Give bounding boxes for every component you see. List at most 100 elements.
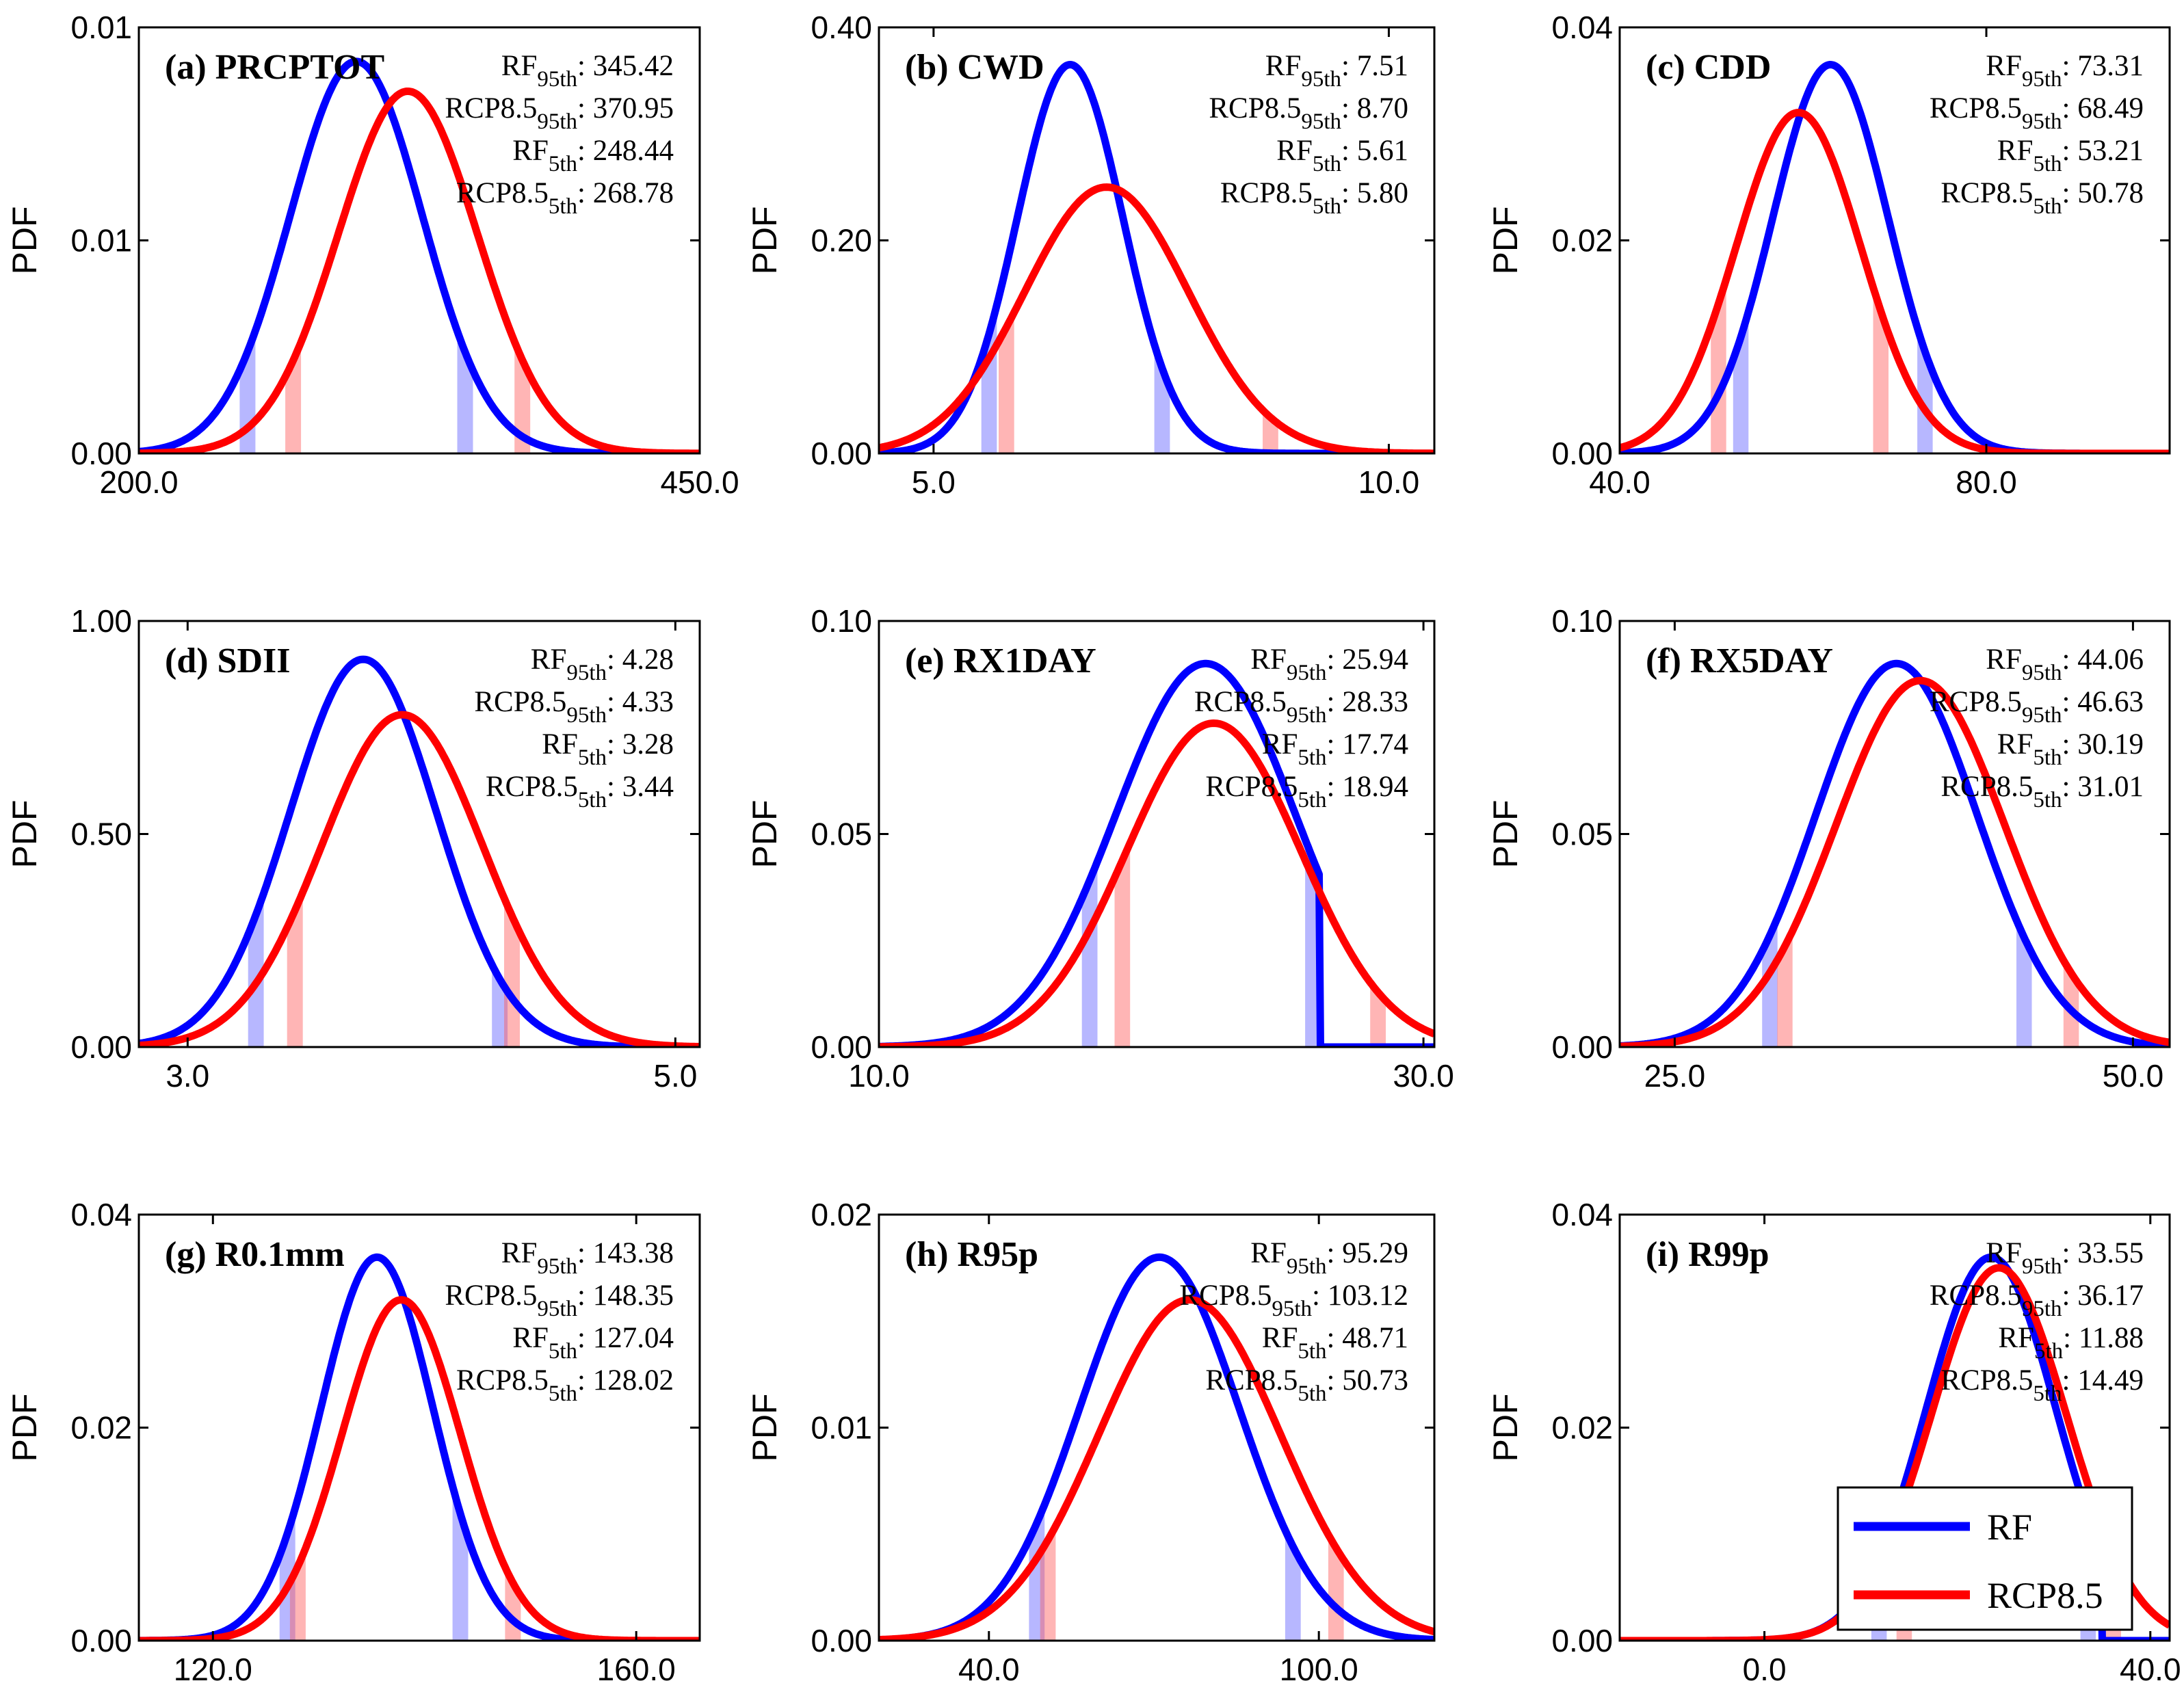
y-tick-label: 0.00: [811, 1029, 872, 1065]
panel-h: 0.00 0.01 0.02 40.0 100.0 PDF (h) R95p RF95th: …: [746, 1197, 1436, 1687]
rf-p5-band: [1081, 861, 1098, 1047]
rcp85-p95-band: [504, 898, 520, 1047]
rcp85-p5-band: [289, 1548, 306, 1641]
y-tick-label: 0.01: [70, 10, 132, 45]
rcp85-curve: [1620, 109, 2170, 453]
y-tick-label: 0.01: [70, 223, 132, 259]
rf-p95-band: [1154, 344, 1170, 453]
x-tick-label: 5.0: [653, 1058, 697, 1094]
percentile-annotation: RF5th: 17.74: [1262, 728, 1408, 770]
axes-frame: [137, 1213, 701, 1642]
percentile-annotation: RF95th: 44.06: [1986, 644, 2144, 685]
rf-curve: [1620, 659, 2170, 1047]
rf-p95-band: [492, 964, 508, 1047]
rf-p5-band: [1733, 311, 1749, 453]
panel-f: 0.00 0.05 0.10 25.0 50.0 PDF (f) RX5DAY RF95th:…: [1486, 603, 2171, 1094]
y-tick-label: 0.20: [811, 223, 872, 259]
y-tick-label: 0.50: [70, 817, 132, 852]
x-tick-label: 160.0: [597, 1652, 676, 1687]
y-axis-label: PDF: [5, 800, 44, 869]
rcp85-curve: [879, 183, 1434, 453]
y-tick-label: 0.10: [811, 603, 872, 639]
y-tick-label: 0.00: [1551, 1029, 1613, 1065]
y-tick-label: 0.04: [1551, 10, 1613, 45]
y-tick-label: 0.02: [1551, 223, 1613, 259]
panel-title: (c) CDD: [1646, 48, 1771, 87]
x-tick-label: 80.0: [1956, 464, 2017, 500]
y-axis-label: PDF: [746, 1394, 784, 1462]
x-tick-label: 40.0: [1589, 464, 1650, 500]
rcp85-curve: [1620, 676, 2170, 1047]
x-tick-label: 200.0: [99, 464, 178, 500]
y-tick-label: 0.04: [1551, 1197, 1613, 1232]
panel-e: 0.00 0.05 0.10 10.0 30.0 PDF (e) RX1DAY RF95th:…: [746, 603, 1454, 1094]
y-tick-label: 0.02: [70, 1410, 132, 1446]
rcp85-p5-band: [999, 312, 1014, 453]
rf-p5-band: [279, 1507, 295, 1641]
panel-title: (b) CWD: [905, 48, 1044, 87]
y-tick-label: 0.00: [811, 1623, 872, 1658]
y-tick-label: 0.05: [811, 817, 872, 852]
percentile-annotation: RF95th: 25.94: [1250, 644, 1408, 685]
y-tick-label: 0.02: [811, 1197, 872, 1232]
panel-title: (d) SDII: [165, 641, 291, 680]
axes-frame: [878, 620, 1436, 1048]
percentile-annotation: RCP8.55th: 128.02: [456, 1364, 674, 1406]
percentile-annotation: RF95th: 7.51: [1265, 50, 1408, 92]
panel-d: 0.00 0.50 1.00 3.0 5.0 PDF (d) SDII RF95th: 4.2…: [5, 603, 701, 1094]
percentile-annotation: RCP8.55th: 268.78: [456, 177, 674, 219]
percentile-annotation: RF5th: 48.71: [1262, 1322, 1408, 1364]
y-tick-label: 0.00: [811, 436, 872, 471]
y-axis-label: PDF: [1486, 800, 1525, 869]
percentile-annotation: RF5th: 127.04: [512, 1322, 674, 1364]
percentile-annotation: RCP8.55th: 14.49: [1940, 1364, 2144, 1406]
legend: RF RCP8.5: [1837, 1486, 2133, 1631]
rf-p95-band: [1917, 328, 1933, 453]
percentile-annotation: RCP8.595th: 148.35: [445, 1280, 674, 1321]
y-tick-label: 0.00: [1551, 436, 1613, 471]
rf-p5-band: [981, 304, 997, 453]
rf-curve: [879, 659, 1434, 1047]
rcp85-p5-band: [287, 892, 303, 1047]
panel-title: (i) R99p: [1646, 1235, 1769, 1274]
legend-box: [1837, 1486, 2133, 1631]
rcp85-curve: [879, 719, 1434, 1047]
x-tick-label: 3.0: [166, 1058, 209, 1094]
x-tick-label: 25.0: [1644, 1058, 1706, 1094]
percentile-annotation: RCP8.55th: 50.73: [1205, 1364, 1408, 1406]
percentile-annotation: RF5th: 5.61: [1276, 135, 1408, 176]
x-tick-label: 50.0: [2103, 1058, 2164, 1094]
x-tick-label: 10.0: [848, 1058, 910, 1094]
percentile-annotation: RF95th: 4.28: [531, 644, 674, 685]
rcp85-p5-band: [1114, 843, 1131, 1047]
rcp85-p5-band: [1040, 1526, 1056, 1641]
percentile-annotation: RF5th: 248.44: [512, 135, 674, 176]
y-axis-label: PDF: [1486, 1394, 1525, 1462]
panel-a: 0.00 0.01 0.01 200.0 450.0 PDF (a) PRCPTOT RF95…: [5, 10, 739, 500]
percentile-annotation: RF5th: 30.19: [1997, 728, 2144, 770]
y-tick-label: 0.00: [70, 1029, 132, 1065]
panel-title: (a) PRCPTOT: [165, 48, 384, 87]
percentile-annotation: RF95th: 143.38: [501, 1237, 674, 1279]
y-tick-label: 0.01: [811, 1410, 872, 1446]
percentile-annotation: RF5th: 3.28: [542, 728, 674, 770]
percentile-annotation: RF5th: 11.88: [1998, 1322, 2144, 1364]
percentile-annotation: RCP8.595th: 36.17: [1930, 1280, 2144, 1321]
rcp85-curve: [139, 711, 700, 1047]
percentile-annotation: RCP8.595th: 46.63: [1930, 686, 2144, 728]
x-tick-label: 5.0: [912, 464, 956, 500]
y-axis-label: PDF: [5, 207, 44, 275]
y-tick-label: 0.10: [1551, 603, 1613, 639]
percentile-annotation: RCP8.55th: 31.01: [1940, 771, 2144, 812]
percentile-annotation: RCP8.55th: 50.78: [1940, 177, 2144, 219]
x-tick-label: 120.0: [174, 1652, 252, 1687]
percentile-annotation: RCP8.595th: 68.49: [1930, 92, 2144, 134]
x-tick-label: 10.0: [1358, 464, 1420, 500]
percentile-annotation: RCP8.55th: 18.94: [1205, 771, 1408, 812]
y-tick-label: 0.00: [70, 436, 132, 471]
y-axis-label: PDF: [1486, 207, 1525, 275]
percentile-annotation: RCP8.595th: 370.95: [445, 92, 674, 134]
panel-g: 0.00 0.02 0.04 120.0 160.0 PDF (g) R0.1mm RF95t…: [5, 1197, 701, 1687]
y-axis-label: PDF: [746, 800, 784, 869]
